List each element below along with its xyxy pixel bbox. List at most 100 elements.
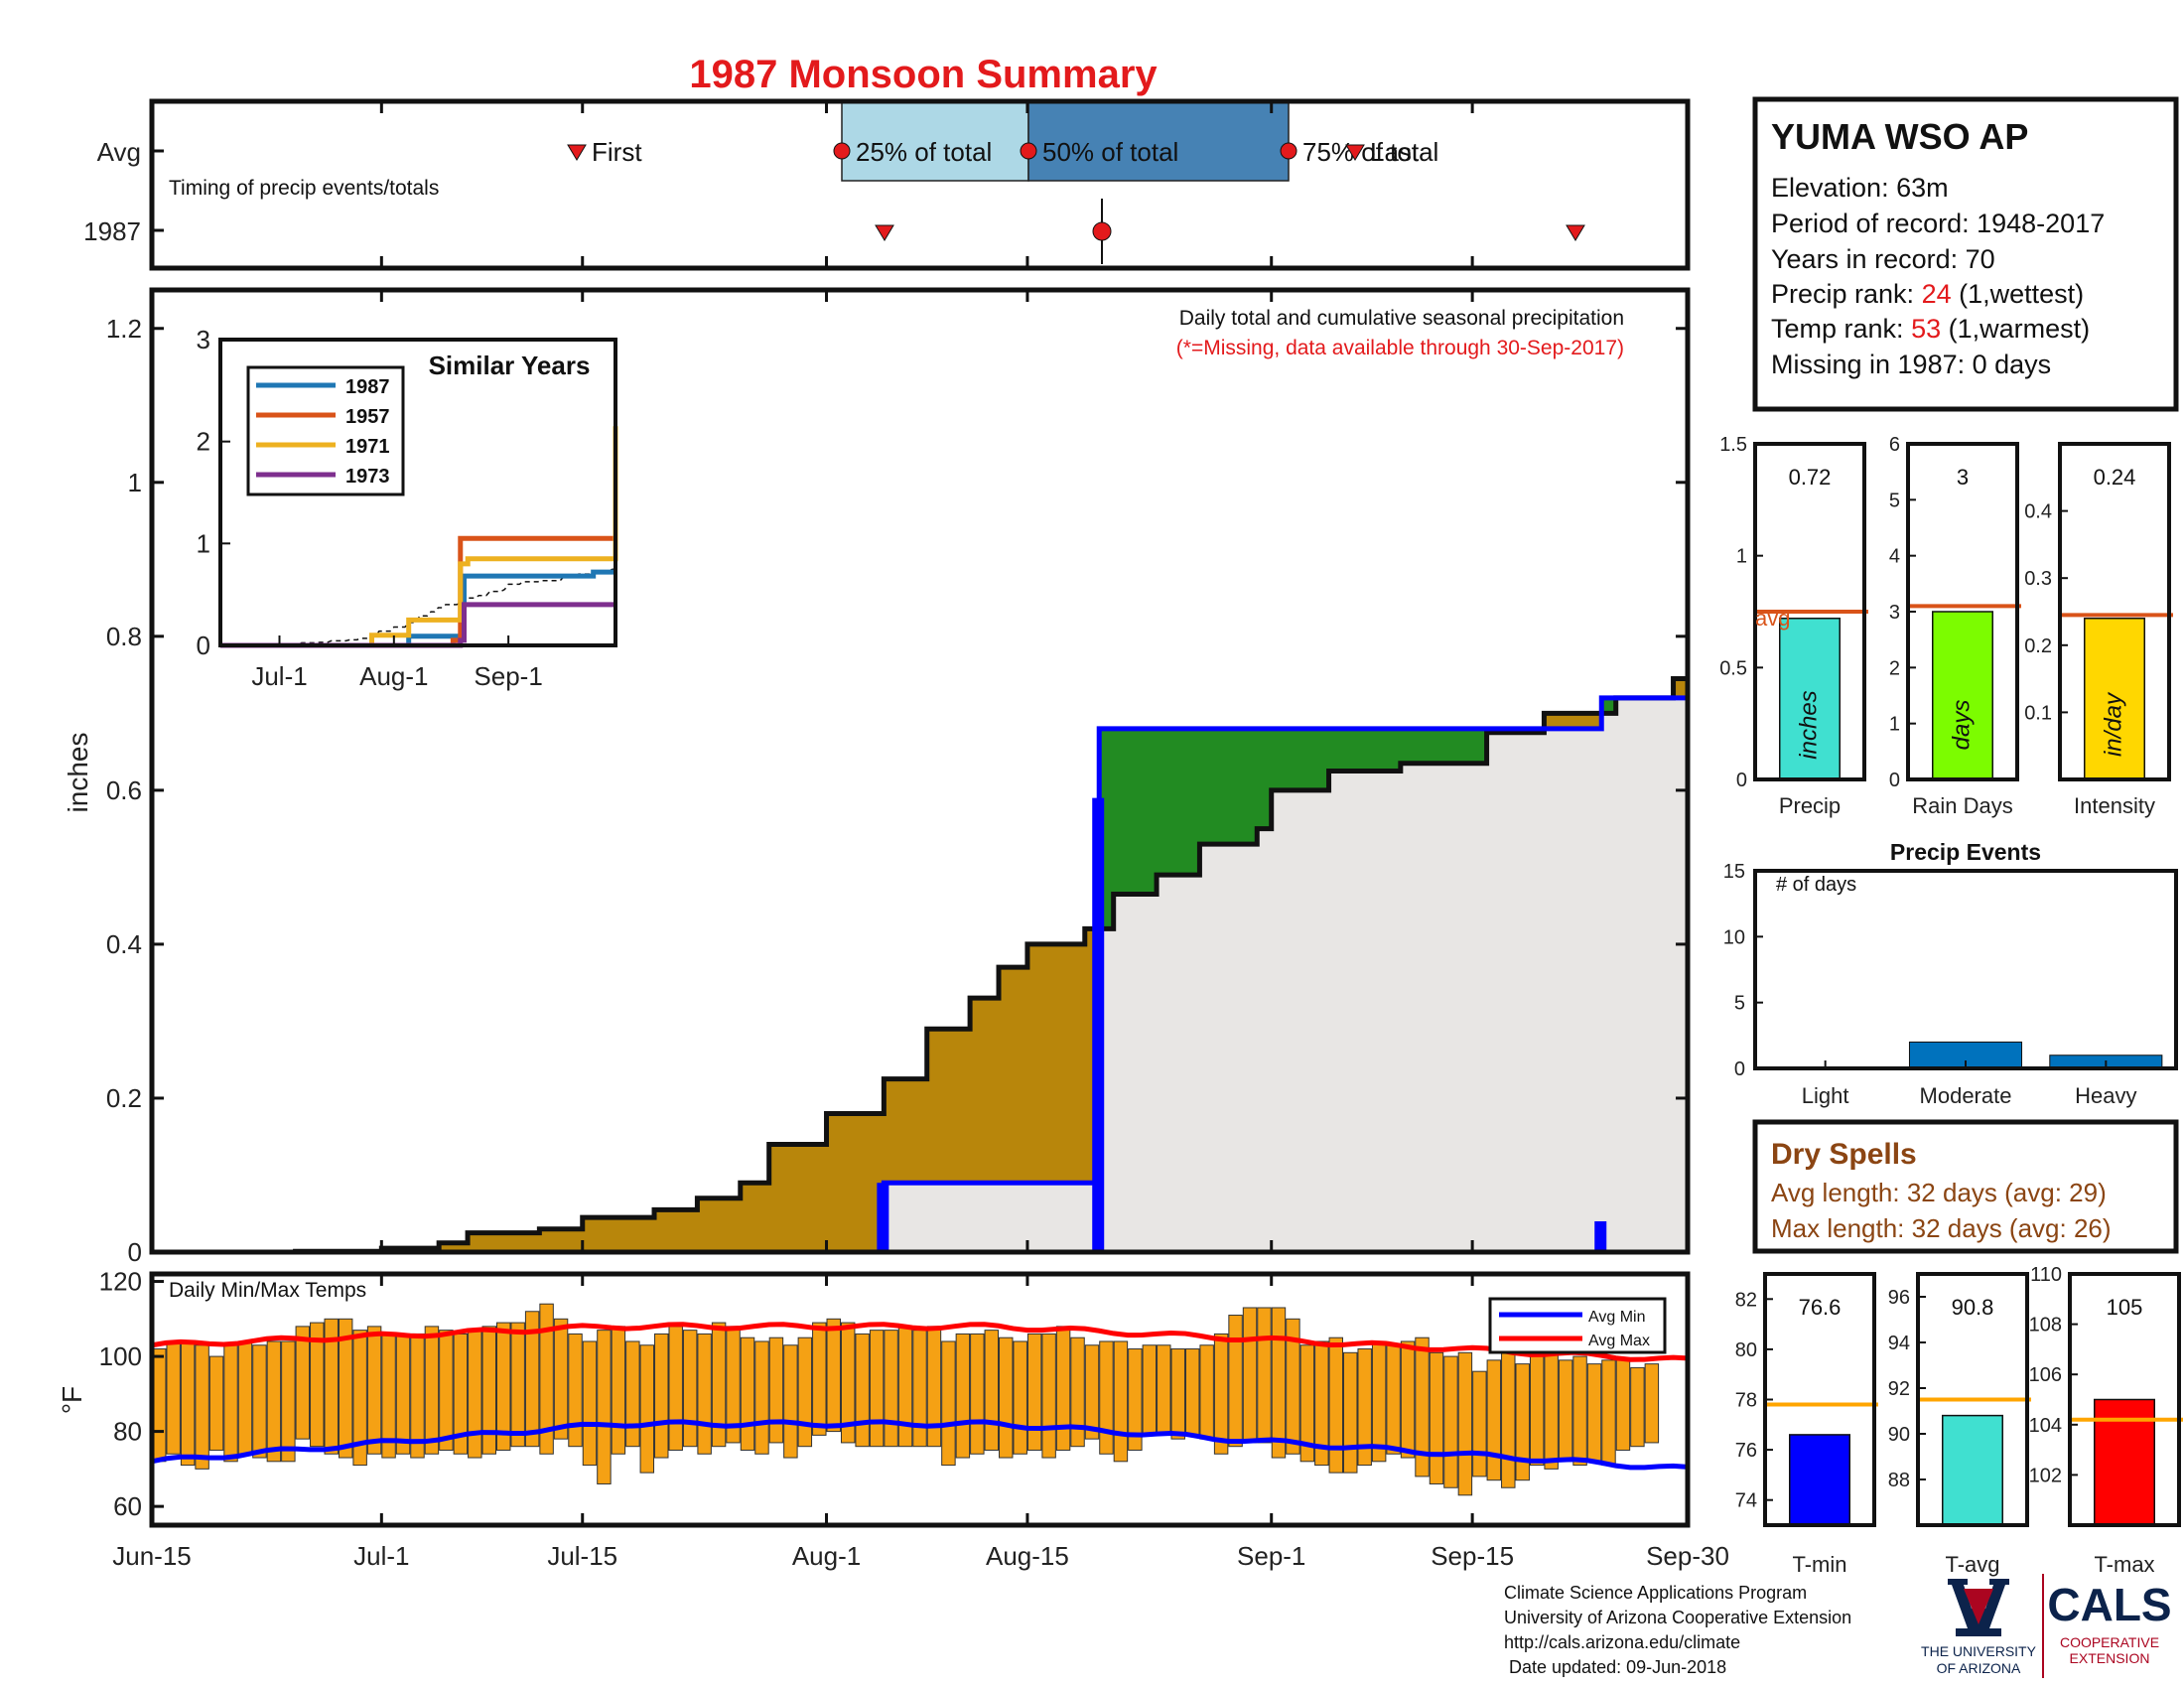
daily-temp-bar-11 bbox=[310, 1322, 325, 1448]
station-years: Years in record: 70 bbox=[1771, 244, 1995, 274]
daily-temp-bar-28 bbox=[553, 1318, 569, 1440]
daily-temp-bar-70 bbox=[1157, 1344, 1171, 1436]
daily-temp-bar-10 bbox=[295, 1326, 311, 1440]
daily-temp-bar-90 bbox=[1443, 1355, 1458, 1488]
ua-logo-line2: OF ARIZONA bbox=[1937, 1660, 2021, 1676]
temp-ytick-label-0: 60 bbox=[113, 1491, 142, 1521]
legend-avg-max-label: Avg Max bbox=[1588, 1333, 1650, 1349]
daily-temp-bar-7 bbox=[252, 1344, 267, 1459]
tmax-ytick-label-4: 110 bbox=[2030, 1264, 2062, 1286]
inset-legend-label-1971: 1971 bbox=[345, 436, 390, 458]
daily-temp-bar-57 bbox=[970, 1333, 985, 1455]
daily-temp-bar-60 bbox=[1013, 1340, 1027, 1455]
temp-rank-suffix: (1,warmest) bbox=[1941, 314, 2090, 344]
intensity-stat-label: Intensity bbox=[2074, 793, 2155, 818]
tmin-ytick-label-2: 78 bbox=[1735, 1390, 1757, 1412]
daily-temp-bar-38 bbox=[697, 1333, 712, 1455]
avg-first-marker bbox=[567, 144, 587, 161]
tavg-bar bbox=[1942, 1414, 2003, 1526]
year-last-marker bbox=[1566, 224, 1585, 241]
avg-min-line bbox=[151, 1419, 1689, 1471]
daily-temp-bar-34 bbox=[639, 1344, 655, 1474]
inset-xtick-label-2: Sep-1 bbox=[474, 661, 542, 691]
daily-temp-bar-93 bbox=[1486, 1359, 1502, 1481]
timing-q50-box bbox=[1027, 100, 1290, 182]
timing-year-label: 1987 bbox=[83, 216, 141, 246]
footer-line2: University of Arizona Cooperative Extens… bbox=[1504, 1608, 1851, 1627]
station-period: Period of record: 1948-2017 bbox=[1771, 209, 2105, 238]
daily-temp-bar-102 bbox=[1615, 1359, 1631, 1451]
events-xlabel-heavy: Heavy bbox=[2075, 1083, 2136, 1108]
year-first-marker bbox=[875, 224, 894, 241]
avg-q50-marker bbox=[1020, 142, 1037, 160]
tmax-stat-label: T-max bbox=[2094, 1552, 2154, 1577]
events-ytick-label-2: 10 bbox=[1723, 926, 1745, 948]
daily-temp-bar-64 bbox=[1070, 1336, 1085, 1448]
station-info-box: YUMA WSO AP Elevation: 63m Period of rec… bbox=[1752, 96, 2179, 412]
daily-temp-bar-33 bbox=[625, 1340, 640, 1448]
station-missing: Missing in 1987: 0 days bbox=[1771, 350, 2051, 379]
temp-plot-layer bbox=[151, 1303, 1689, 1496]
daily-temp-bar-89 bbox=[1429, 1351, 1444, 1484]
cals-logo-text: CALS bbox=[2047, 1579, 2171, 1630]
temp-stat-panels: 74 76 78 80 82 88 90 92 94 96 102 104 106 108 110 76.6 T… bbox=[1735, 1264, 2183, 1577]
avg-max-line bbox=[151, 1322, 1689, 1362]
daily-temp-bar-1 bbox=[166, 1340, 181, 1455]
precip-ytick-label-2: 0.4 bbox=[106, 929, 142, 959]
daily-temp-bar-43 bbox=[768, 1336, 784, 1444]
precip-ytick-label-4: 0.8 bbox=[106, 622, 142, 651]
events-xlabel-moderate: Moderate bbox=[1920, 1083, 2012, 1108]
tmax-ytick-label-1: 104 bbox=[2029, 1415, 2062, 1437]
date-xtick-label-7: Sep-30 bbox=[1646, 1541, 1729, 1571]
avg-first-label: First bbox=[592, 137, 642, 167]
station-temp-rank: Temp rank: 53 (1,warmest) bbox=[1771, 314, 2090, 344]
events-caption: # of days bbox=[1776, 874, 1856, 896]
precip-rank-value: 24 bbox=[1922, 279, 1952, 309]
daily-temp-bar-76 bbox=[1242, 1307, 1258, 1444]
inset-ytick-label-2: 2 bbox=[197, 427, 210, 457]
daily-temp-bar-74 bbox=[1213, 1333, 1229, 1455]
daily-temp-bar-84 bbox=[1357, 1348, 1372, 1467]
daily-temp-bar-25 bbox=[510, 1322, 525, 1448]
date-xtick-label-3: Aug-1 bbox=[792, 1541, 861, 1571]
daily-temp-bar-41 bbox=[740, 1336, 755, 1451]
events-panel-frame bbox=[1753, 869, 2178, 1070]
dry-spells-box: Dry Spells Avg length: 32 days (avg: 29)… bbox=[1752, 1119, 2179, 1254]
precip-y-ticks: 0 0.2 0.4 0.6 0.8 1 1.2 bbox=[106, 314, 1688, 1267]
figure-title: 1987 Monsoon Summary bbox=[689, 53, 1158, 96]
daily-precip-bar-0 bbox=[877, 1183, 889, 1252]
daily-precip-bar-1 bbox=[1092, 797, 1105, 1252]
daily-temp-bar-87 bbox=[1400, 1340, 1416, 1459]
daily-temp-bar-77 bbox=[1257, 1307, 1272, 1444]
year-q-marker bbox=[1092, 221, 1112, 241]
inset-ytick-label-0: 0 bbox=[197, 631, 210, 660]
temp-ytick-label-1: 80 bbox=[113, 1417, 142, 1447]
precip-ytick-label-1: 0.5 bbox=[1719, 657, 1747, 679]
date-xtick-label-2: Jul-15 bbox=[547, 1541, 617, 1571]
daily-temp-bar-101 bbox=[1601, 1359, 1616, 1467]
events-xlabel-light: Light bbox=[1802, 1083, 1849, 1108]
date-xtick-label-1: Jul-1 bbox=[353, 1541, 409, 1571]
tavg-ytick-label-3: 94 bbox=[1888, 1333, 1910, 1354]
daily-temp-bar-104 bbox=[1644, 1363, 1660, 1444]
tmin-ytick-label-0: 74 bbox=[1735, 1490, 1757, 1512]
avg-q25-marker bbox=[833, 142, 851, 160]
avg-last-label: Last bbox=[1370, 137, 1420, 167]
temp-legend: Avg Min Avg Max bbox=[1488, 1297, 1667, 1354]
year-area-group bbox=[152, 697, 1688, 1252]
daily-temp-bar-96 bbox=[1529, 1351, 1545, 1467]
days-ytick-label-4: 4 bbox=[1889, 546, 1900, 568]
daily-temp-bar-39 bbox=[711, 1322, 727, 1448]
temp-rank-value: 53 bbox=[1911, 314, 1941, 344]
footer-credits: Climate Science Applications Program Uni… bbox=[1504, 1583, 1851, 1677]
days-unit-label: days bbox=[1948, 700, 1975, 751]
precip-ytick-label-1: 0.2 bbox=[106, 1083, 142, 1113]
tavg-ytick-label-4: 96 bbox=[1888, 1287, 1910, 1309]
daily-temp-bar-59 bbox=[999, 1336, 1014, 1459]
daily-temp-bar-15 bbox=[366, 1326, 382, 1455]
daily-temp-bar-48 bbox=[840, 1322, 856, 1444]
daily-temp-bar-94 bbox=[1501, 1351, 1516, 1488]
daily-temp-bar-17 bbox=[395, 1333, 411, 1455]
